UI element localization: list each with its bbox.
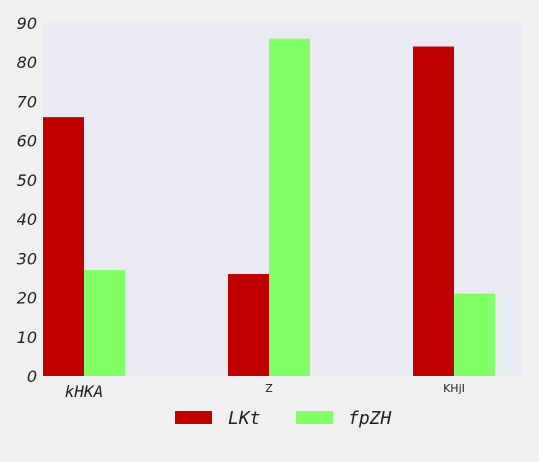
bar-fpZH-kHKA: [84, 270, 125, 376]
x-tick-label-0: kHKA: [65, 382, 104, 401]
y-tick-label-1: 10: [17, 328, 37, 347]
bar-LKt-kHKA: [43, 117, 84, 376]
y-tick-label-8: 80: [17, 53, 37, 72]
x-axis: kHKA Z KHjI: [65, 382, 465, 401]
bar-LKt-Z: [228, 274, 269, 376]
bar-fpZH-KHjI: [454, 293, 495, 376]
legend-label-1: fpZH: [348, 408, 392, 429]
legend-swatch-1: [296, 411, 333, 424]
legend-swatch-0: [175, 411, 212, 424]
y-tick-label-0: 0: [27, 367, 37, 386]
y-tick-label-7: 70: [17, 92, 37, 111]
bar-LKt-KHjI: [413, 46, 454, 377]
bar-fpZH-Z: [269, 38, 310, 376]
bars: [43, 38, 495, 377]
legend: LKt fpZH: [175, 408, 392, 429]
y-tick-label-3: 30: [17, 249, 37, 268]
y-tick-label-6: 60: [17, 132, 37, 151]
y-tick-label-4: 40: [17, 210, 37, 229]
y-axis: 0 10 20 30 40 50 60 70 80 90: [17, 14, 37, 386]
y-tick-label-9: 90: [17, 14, 37, 33]
x-tick-label-1: Z: [265, 382, 273, 395]
y-tick-label-5: 50: [17, 171, 37, 190]
legend-label-0: LKt: [228, 408, 261, 429]
x-tick-label-2: KHjI: [443, 382, 465, 395]
y-tick-label-2: 20: [17, 289, 37, 308]
